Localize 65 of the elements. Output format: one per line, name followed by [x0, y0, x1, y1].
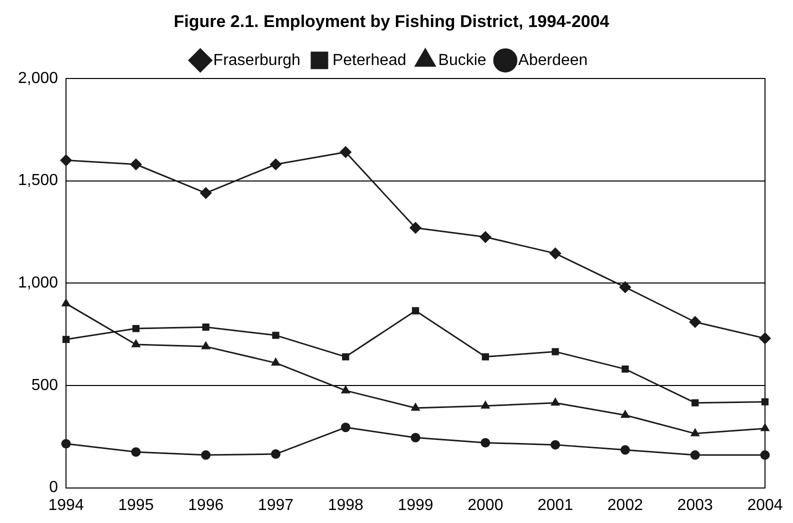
legend-label: Fraserburgh	[213, 52, 300, 69]
y-tick-label: 1,000	[18, 274, 58, 292]
x-tick-label: 1999	[398, 496, 434, 514]
point	[132, 324, 140, 332]
point	[62, 298, 70, 306]
point	[550, 440, 560, 450]
y-tick-label: 2,000	[18, 70, 58, 87]
point	[761, 398, 769, 406]
point	[340, 422, 350, 432]
x-tick-label: 1994	[48, 496, 84, 514]
point	[130, 158, 142, 170]
point	[690, 450, 700, 460]
point	[131, 447, 141, 457]
point	[201, 450, 211, 460]
point	[62, 336, 70, 343]
x-tick-label: 1997	[258, 496, 294, 514]
point	[482, 353, 489, 360]
point	[552, 348, 559, 356]
point	[202, 342, 210, 350]
point	[550, 248, 562, 260]
point	[410, 222, 422, 234]
point	[481, 401, 490, 409]
point	[340, 146, 352, 158]
x-tick-label: 2003	[677, 496, 713, 514]
point	[760, 450, 770, 460]
legend-label: Peterhead	[332, 52, 406, 69]
point	[480, 438, 490, 448]
point	[272, 332, 280, 339]
point	[551, 398, 560, 406]
point	[410, 432, 420, 442]
point	[692, 399, 699, 406]
y-tick-label: 0	[49, 479, 58, 496]
x-tick-label: 2004	[747, 496, 783, 514]
point	[342, 353, 350, 360]
point	[690, 428, 700, 436]
legend-label: Buckie	[438, 52, 486, 69]
point	[202, 324, 210, 331]
x-tick-label: 1998	[328, 496, 364, 514]
point	[270, 158, 282, 170]
point	[61, 439, 71, 449]
x-tick-label: 1996	[188, 496, 224, 514]
point	[272, 358, 280, 366]
point	[270, 449, 280, 459]
point	[132, 340, 140, 348]
point	[60, 154, 72, 166]
point	[412, 307, 420, 314]
point	[689, 316, 701, 328]
point	[620, 445, 630, 455]
x-tick-label: 2001	[538, 496, 574, 514]
point	[341, 386, 350, 394]
x-tick-label: 2000	[468, 496, 504, 514]
point	[619, 281, 631, 293]
point	[200, 187, 212, 199]
chart-title: Figure 2.1. Employment by Fishing District, 1994-2004	[174, 12, 610, 31]
y-tick-label: 1,500	[18, 172, 58, 190]
x-tick-label: 2002	[607, 496, 644, 514]
point	[480, 231, 492, 243]
point	[759, 332, 771, 344]
point	[622, 365, 629, 373]
point	[620, 410, 630, 418]
point	[760, 424, 770, 432]
x-tick-label: 1995	[118, 496, 154, 514]
legend-label: Aberdeen	[518, 52, 588, 69]
point	[411, 403, 420, 411]
y-tick-label: 500	[31, 376, 58, 394]
